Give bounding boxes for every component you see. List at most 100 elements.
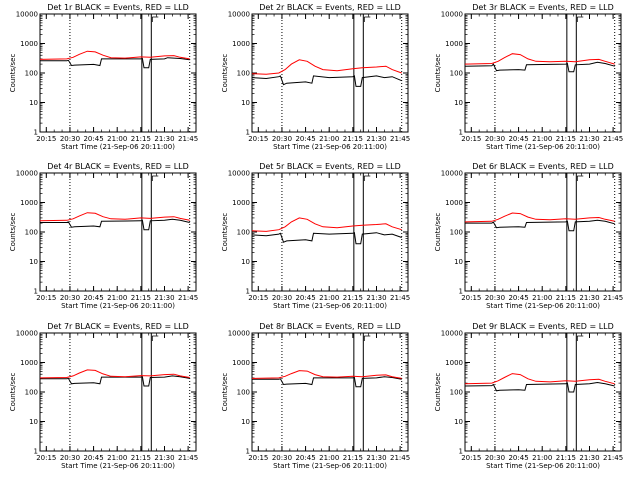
x-axis-label: Start Time (21-Sep-06 20:11:00) — [273, 302, 387, 310]
y-tick-label: 10 — [29, 418, 38, 426]
series-lld-line — [464, 53, 615, 65]
x-tick-label: 21:30 — [154, 454, 174, 462]
x-tick-label: 21:00 — [319, 135, 339, 143]
x-tick-label: 21:45 — [603, 135, 623, 143]
x-tick-label: 21:30 — [579, 294, 599, 302]
x-tick-label: 21:00 — [107, 135, 127, 143]
x-tick-label: 21:15 — [343, 454, 363, 462]
y-tick-label: 100 — [25, 70, 38, 78]
series-lld-line — [464, 212, 615, 223]
flag-marker — [151, 335, 159, 341]
panel-title: Det 4r BLACK = Events, RED = LLD — [47, 162, 189, 171]
x-tick-label: 21:30 — [579, 454, 599, 462]
x-tick-label: 21:45 — [603, 294, 623, 302]
x-tick-label: 20:15 — [36, 135, 56, 143]
y-tick-label: 10 — [29, 99, 38, 107]
x-tick-label: 20:15 — [36, 294, 56, 302]
y-tick-label: 100 — [450, 229, 463, 237]
x-tick-label: 20:45 — [508, 294, 528, 302]
x-tick-label: 21:15 — [556, 135, 576, 143]
y-tick-label: 1 — [459, 288, 463, 296]
x-tick-label: 20:30 — [272, 135, 292, 143]
y-tick-label: 1000 — [20, 359, 38, 367]
x-tick-label: 21:15 — [343, 294, 363, 302]
y-tick-label: 100 — [237, 70, 250, 78]
x-tick-label: 21:00 — [532, 135, 552, 143]
axes-frame — [251, 332, 409, 452]
panel-det-1: Det 1r BLACK = Events, RED = LLD 1 10 100 10… — [9, 3, 198, 151]
y-tick-label: 1 — [246, 288, 250, 296]
y-tick-label: 10000 — [228, 330, 250, 338]
y-tick-label: 100 — [450, 70, 463, 78]
series-events-line — [40, 375, 190, 387]
axes-frame — [251, 172, 409, 292]
x-tick-label: 20:15 — [461, 135, 481, 143]
axes-frame — [464, 13, 622, 133]
y-tick-label: 1 — [459, 448, 463, 456]
x-tick-label: 21:00 — [319, 294, 339, 302]
series-lld-line — [464, 373, 615, 385]
series-lld-line — [251, 59, 402, 75]
x-tick-label: 20:30 — [272, 454, 292, 462]
panel-det-6: Det 6r BLACK = Events, RED = LLD 1 10 100 10… — [434, 162, 623, 310]
flag-marker — [363, 175, 371, 181]
x-tick-label: 20:15 — [461, 454, 481, 462]
axes-frame — [39, 13, 197, 133]
y-tick-label: 10 — [454, 258, 463, 266]
y-tick-label: 10000 — [16, 170, 38, 178]
x-tick-label: 21:45 — [390, 294, 410, 302]
x-tick-label: 21:45 — [390, 454, 410, 462]
panel-title: Det 6r BLACK = Events, RED = LLD — [472, 162, 614, 171]
y-axis-label: Counts/sec — [9, 373, 17, 412]
y-tick-label: 1000 — [232, 199, 250, 207]
y-tick-label: 10 — [454, 99, 463, 107]
panel-title: Det 2r BLACK = Events, RED = LLD — [259, 3, 401, 12]
panel-title: Det 7r BLACK = Events, RED = LLD — [47, 322, 189, 331]
series-lld-line — [39, 212, 190, 222]
y-tick-label: 10 — [241, 418, 250, 426]
y-tick-label: 10000 — [228, 11, 250, 19]
panel-det-3: Det 3r BLACK = Events, RED = LLD 1 10 100 10… — [434, 3, 623, 151]
x-tick-label: 21:30 — [154, 294, 174, 302]
x-tick-label: 20:15 — [461, 294, 481, 302]
panel-det-2: Det 2r BLACK = Events, RED = LLD 1 10 100 10… — [221, 3, 410, 151]
panel-det-5: Det 5r BLACK = Events, RED = LLD 1 10 100 10… — [221, 162, 410, 310]
series-events-line — [40, 218, 190, 231]
x-tick-label: 20:45 — [508, 135, 528, 143]
x-tick-label: 20:45 — [83, 294, 103, 302]
y-tick-label: 1 — [246, 448, 250, 456]
x-tick-label: 20:45 — [295, 454, 315, 462]
x-tick-label: 21:00 — [532, 454, 552, 462]
y-axis-label: Counts/sec — [9, 213, 17, 252]
x-tick-label: 20:15 — [248, 454, 268, 462]
series-lld-line — [39, 50, 190, 60]
x-tick-label: 20:45 — [83, 454, 103, 462]
x-tick-label: 20:30 — [485, 454, 505, 462]
x-tick-label: 21:15 — [343, 135, 363, 143]
y-tick-label: 100 — [237, 389, 250, 397]
y-tick-label: 10000 — [441, 330, 463, 338]
y-tick-label: 1 — [246, 129, 250, 137]
x-tick-label: 20:45 — [83, 135, 103, 143]
x-tick-label: 20:15 — [248, 294, 268, 302]
panel-det-8: Det 8r BLACK = Events, RED = LLD 1 10 100 10… — [221, 322, 410, 470]
y-tick-label: 100 — [25, 229, 38, 237]
x-axis-label: Start Time (21-Sep-06 20:11:00) — [61, 302, 175, 310]
y-tick-label: 10000 — [16, 11, 38, 19]
flag-marker — [151, 16, 159, 22]
x-axis-label: Start Time (21-Sep-06 20:11:00) — [61, 143, 175, 151]
x-tick-label: 20:30 — [60, 135, 80, 143]
y-tick-label: 1 — [459, 129, 463, 137]
flag-marker — [363, 335, 371, 341]
y-tick-label: 1 — [34, 448, 38, 456]
y-tick-label: 10 — [454, 418, 463, 426]
x-tick-label: 21:30 — [366, 454, 386, 462]
x-axis-label: Start Time (21-Sep-06 20:11:00) — [486, 302, 600, 310]
series-events-line — [464, 381, 615, 393]
x-tick-label: 21:45 — [178, 135, 198, 143]
x-tick-label: 20:30 — [485, 294, 505, 302]
series-events-line — [251, 75, 402, 87]
series-lld-line — [39, 369, 190, 379]
panel-det-7: Det 7r BLACK = Events, RED = LLD 1 10 100 10… — [9, 322, 198, 470]
